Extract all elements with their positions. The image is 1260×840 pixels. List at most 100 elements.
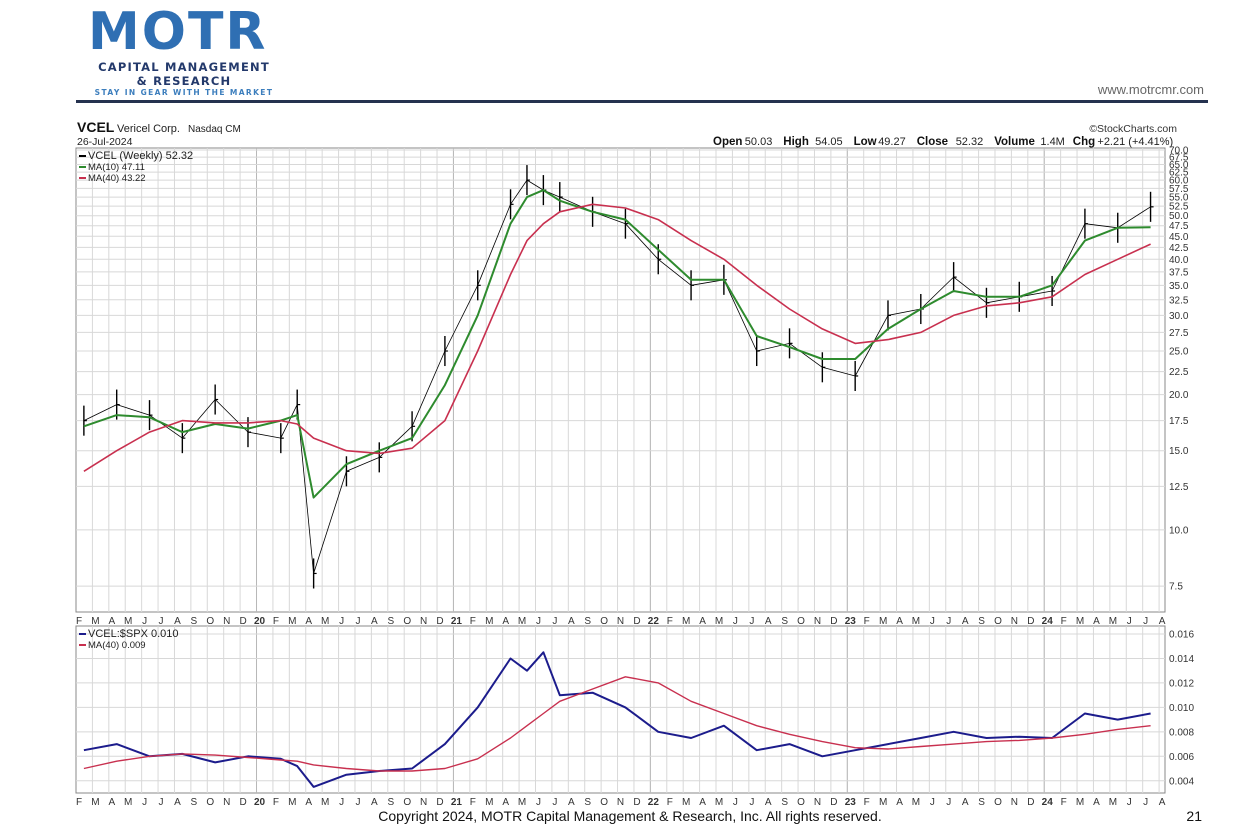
chart-ticker: VCEL	[77, 119, 115, 135]
x-tick-label: A	[502, 797, 509, 808]
y-tick-label: 7.5	[1169, 582, 1183, 593]
x-tick-label: J	[1143, 797, 1148, 808]
x-tick-label: 20	[254, 797, 266, 808]
x-tick-label: M	[518, 616, 526, 627]
x-tick-label: J	[930, 616, 935, 627]
x-tick-label: O	[797, 797, 805, 808]
x-tick-label: A	[305, 616, 312, 627]
x-tick-label: O	[600, 797, 608, 808]
y-tick-label: 45.0	[1169, 232, 1189, 243]
x-tick-label: S	[781, 797, 788, 808]
x-tick-label: A	[765, 616, 772, 627]
x-tick-label: N	[223, 797, 230, 808]
x-tick-label: D	[239, 797, 246, 808]
x-tick-label: J	[142, 616, 147, 627]
vcel-spx-ratio-line	[83, 651, 1151, 788]
logo: MOTR CAPITAL MANAGEMENT & RESEARCH STAY …	[88, 4, 288, 97]
x-tick-label: D	[1027, 616, 1034, 627]
chart-company: Vericel Corp.	[117, 123, 180, 135]
x-tick-label: A	[896, 797, 903, 808]
y-tick-label: 42.5	[1169, 243, 1189, 254]
y-tick-label: 65.0	[1169, 160, 1189, 171]
x-tick-label: J	[733, 797, 738, 808]
y-tick-label: 47.5	[1169, 221, 1189, 232]
x-tick-label: O	[994, 616, 1002, 627]
x-tick-label: F	[667, 616, 673, 627]
x-tick-label: 22	[648, 616, 660, 627]
x-tick-label: N	[1011, 616, 1018, 627]
x-tick-label: A	[1093, 616, 1100, 627]
x-tick-label: M	[912, 616, 920, 627]
x-tick-label: A	[174, 797, 181, 808]
x-tick-label: S	[191, 616, 198, 627]
ohlc-label: Low	[854, 136, 877, 148]
x-tick-label: M	[682, 797, 690, 808]
x-tick-label: A	[108, 616, 115, 627]
x-tick-label: M	[288, 616, 296, 627]
x-tick-label: J	[536, 797, 541, 808]
x-tick-label: J	[159, 616, 164, 627]
y-tick-label: 35.0	[1169, 281, 1189, 292]
x-tick-label: D	[239, 616, 246, 627]
x-tick-label: J	[930, 797, 935, 808]
ohlc-label: Volume	[994, 136, 1035, 148]
ohlc-value: 54.05	[815, 136, 843, 148]
x-tick-label: A	[962, 797, 969, 808]
x-tick-label: N	[420, 797, 427, 808]
x-tick-label: F	[76, 616, 82, 627]
x-tick-label: S	[781, 616, 788, 627]
x-tick-label: F	[76, 797, 82, 808]
y-tick-label: 0.014	[1169, 654, 1194, 665]
ohlc-label: Close	[917, 136, 948, 148]
x-tick-label: A	[502, 616, 509, 627]
x-tick-label: J	[355, 797, 360, 808]
x-tick-label: F	[1061, 616, 1067, 627]
x-tick-label: O	[797, 616, 805, 627]
ratio-ma40-line	[83, 676, 1151, 772]
page-number: 21	[1186, 808, 1202, 824]
x-tick-label: S	[584, 797, 591, 808]
x-tick-label: A	[305, 797, 312, 808]
legend-label: MA(40) 0.009	[88, 640, 146, 651]
x-tick-label: M	[879, 797, 887, 808]
ma10-line	[83, 189, 1151, 499]
x-tick-label: N	[814, 616, 821, 627]
y-tick-label: 0.016	[1169, 630, 1194, 641]
x-tick-label: D	[633, 616, 640, 627]
y-tick-label: 22.5	[1169, 367, 1189, 378]
y-tick-label: 37.5	[1169, 267, 1189, 278]
x-tick-label: S	[978, 616, 985, 627]
y-tick-label: 30.0	[1169, 311, 1189, 322]
y-tick-label: 57.5	[1169, 184, 1189, 195]
legend-label: MA(10) 47.11	[88, 162, 145, 173]
x-tick-label: M	[321, 616, 329, 627]
chart-date: 26-Jul-2024	[77, 136, 133, 148]
y-tick-label: 0.004	[1169, 776, 1194, 787]
website-link[interactable]: www.motrcmr.com	[1097, 82, 1204, 97]
x-tick-label: F	[667, 797, 673, 808]
ohlc-value: 52.32	[956, 136, 984, 148]
x-tick-label: M	[912, 797, 920, 808]
x-tick-label: D	[436, 616, 443, 627]
x-tick-label: M	[682, 616, 690, 627]
x-tick-label: 20	[254, 616, 266, 627]
x-tick-label: F	[864, 616, 870, 627]
y-tick-label: 0.008	[1169, 727, 1194, 738]
y-tick-label: 50.0	[1169, 211, 1189, 222]
x-tick-label: D	[633, 797, 640, 808]
x-tick-label: A	[699, 797, 706, 808]
x-tick-label: N	[420, 616, 427, 627]
x-tick-label: A	[699, 616, 706, 627]
x-tick-label: J	[339, 616, 344, 627]
x-tick-label: J	[1143, 616, 1148, 627]
x-tick-label: O	[206, 797, 214, 808]
x-tick-label: N	[1011, 797, 1018, 808]
y-tick-label: 67.5	[1169, 153, 1189, 164]
ohlc-label: Open	[713, 136, 742, 148]
x-tick-label: J	[142, 797, 147, 808]
x-tick-label: M	[1109, 797, 1117, 808]
y-tick-label: 10.0	[1169, 525, 1189, 536]
x-tick-label: J	[355, 616, 360, 627]
x-tick-label: M	[485, 616, 493, 627]
plot-frame	[75, 625, 1166, 794]
